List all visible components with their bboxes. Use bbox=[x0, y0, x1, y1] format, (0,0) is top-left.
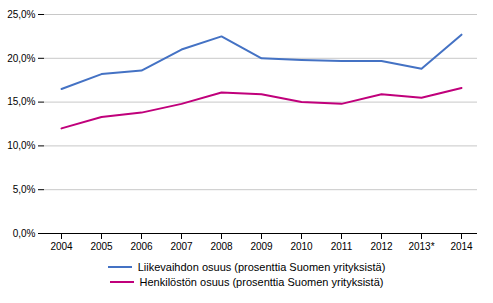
svg-text:2008: 2008 bbox=[210, 241, 233, 252]
svg-text:2011: 2011 bbox=[331, 241, 353, 252]
html-text:Liikevaihdon osuus (prosenttia: Liikevaihdon osuus (prosenttia Suomen yr… bbox=[137, 261, 386, 273]
svg-text:10,0%: 10,0% bbox=[7, 140, 35, 151]
svg-text:2014: 2014 bbox=[450, 241, 473, 252]
svg-text:0,0%: 0,0% bbox=[13, 228, 36, 239]
svg-text:2006: 2006 bbox=[130, 241, 153, 252]
svg-text:2009: 2009 bbox=[250, 241, 273, 252]
svg-text:2005: 2005 bbox=[90, 241, 113, 252]
svg-text:20,0%: 20,0% bbox=[7, 53, 35, 64]
svg-text:2007: 2007 bbox=[170, 241, 193, 252]
svg-text:2013*: 2013* bbox=[408, 241, 434, 252]
svg-text:2012: 2012 bbox=[370, 241, 393, 252]
svg-text:2004: 2004 bbox=[50, 241, 73, 252]
svg-text:25,0%: 25,0% bbox=[7, 9, 35, 20]
svg-text:2010: 2010 bbox=[290, 241, 313, 252]
svg-text:15,0%: 15,0% bbox=[7, 96, 35, 107]
svg-text:5,0%: 5,0% bbox=[13, 184, 36, 195]
html-text:Henkilöstön osuus (prosenttia: Henkilöstön osuus (prosenttia Suomen yri… bbox=[139, 276, 384, 288]
